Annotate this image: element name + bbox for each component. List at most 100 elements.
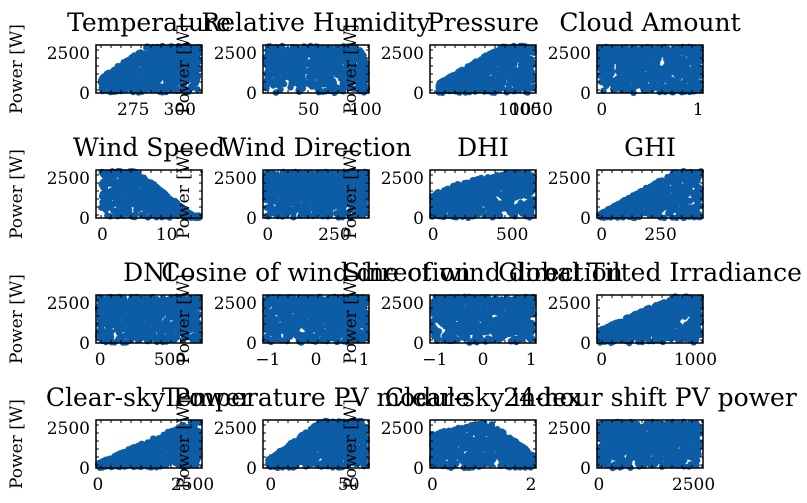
scatter-point — [463, 188, 471, 196]
scatter-point — [522, 201, 530, 208]
scatter-point — [310, 53, 317, 60]
scatter-point — [443, 189, 451, 196]
scatter-point — [663, 48, 670, 56]
scatter-point — [142, 51, 149, 58]
scatter-point — [132, 202, 140, 209]
scatter-point — [139, 77, 146, 84]
x-tick-label: 50 — [298, 100, 320, 120]
scatter-point — [280, 172, 287, 179]
scatter-point — [131, 82, 138, 89]
scatter-point — [507, 197, 514, 205]
scatter-point — [320, 172, 327, 179]
y-axis-label: Power [W] — [341, 24, 361, 114]
scatter-point — [619, 50, 627, 57]
scatter-point — [321, 72, 328, 80]
scatter-point — [448, 72, 456, 80]
scatter-point — [152, 198, 159, 205]
scatter-point — [308, 60, 315, 68]
y-tick-label: 0 — [79, 84, 90, 104]
scatter-point — [282, 61, 289, 68]
x-tick-label: 500 — [496, 225, 528, 245]
scatter-point — [125, 209, 132, 216]
scatter-point — [263, 204, 270, 211]
scatter-point — [628, 83, 636, 90]
scatter-point — [286, 196, 293, 203]
scatter-point — [102, 86, 109, 93]
scatter-point — [144, 58, 151, 66]
scatter-point — [507, 71, 514, 79]
scatter-point — [435, 189, 442, 196]
scatter-point — [522, 173, 529, 180]
scatter-point — [484, 180, 492, 187]
scatter-point — [263, 61, 271, 69]
scatter-point — [463, 80, 470, 87]
scatter-point — [322, 199, 329, 206]
scatter-point — [155, 76, 162, 84]
scatter-point — [135, 50, 142, 57]
scatter-point — [276, 183, 283, 190]
scatter-point — [104, 172, 112, 180]
scatter-point — [153, 66, 160, 73]
scatter-point — [460, 206, 468, 213]
scatter-point — [447, 202, 454, 210]
scatter-point — [483, 73, 491, 81]
scatter-point — [300, 171, 307, 178]
scatter-point — [120, 185, 128, 193]
scatter-point — [113, 76, 120, 84]
scatter-point — [265, 72, 273, 80]
scatter-point — [135, 190, 142, 197]
scatter-point — [101, 74, 108, 82]
scatter-point — [452, 188, 459, 196]
scatter-point — [466, 88, 473, 96]
scatter-point — [453, 86, 460, 93]
scatter-point — [484, 62, 491, 70]
scatter-point — [269, 178, 276, 186]
scatter-point — [441, 205, 448, 212]
scatter-point — [268, 67, 275, 74]
scatter-point — [683, 73, 690, 80]
scatter-point — [262, 196, 270, 204]
scatter-point — [292, 176, 300, 184]
scatter-point — [667, 67, 675, 75]
scatter-point — [612, 54, 620, 62]
y-tick-label: 2500 — [381, 44, 424, 64]
scatter-point — [677, 56, 684, 64]
scatter-point — [466, 67, 473, 75]
scatter-point — [321, 186, 329, 193]
scatter-point — [166, 55, 173, 62]
scatter-point — [453, 203, 460, 211]
scatter-points — [435, 42, 537, 97]
scatter-point — [475, 201, 482, 209]
scatter-point — [114, 62, 122, 70]
scatter-point — [322, 47, 330, 54]
scatter-point — [108, 191, 115, 198]
scatter-point — [436, 79, 443, 87]
scatter-point — [114, 167, 122, 175]
scatter-points — [429, 169, 537, 221]
scatter-point — [154, 191, 161, 199]
x-tick-label: 0 — [428, 225, 439, 245]
y-tick-label: 0 — [580, 84, 591, 104]
scatter-point — [671, 85, 679, 93]
scatter-point — [631, 68, 639, 75]
y-tick-label: 2500 — [381, 169, 424, 189]
scatter-point — [691, 45, 698, 52]
scatter-point — [638, 69, 645, 77]
y-tick-label: 0 — [246, 84, 257, 104]
x-tick-label: 1050 — [510, 100, 553, 120]
scatter-points — [596, 43, 704, 97]
scatter-point — [278, 51, 286, 58]
scatter-point — [326, 173, 333, 180]
scatter-point — [601, 69, 608, 77]
scatter-point — [470, 62, 478, 69]
x-tick-label: 0 — [97, 225, 108, 245]
scatter-point — [152, 183, 159, 190]
scatter-point — [483, 79, 490, 87]
scatter-point — [310, 188, 318, 195]
scatter-point — [101, 191, 109, 198]
scatter-point — [479, 189, 486, 196]
scatter-point — [134, 173, 141, 181]
scatter-point — [474, 71, 481, 79]
scatter-point — [322, 179, 329, 186]
scatter-point — [606, 54, 613, 62]
